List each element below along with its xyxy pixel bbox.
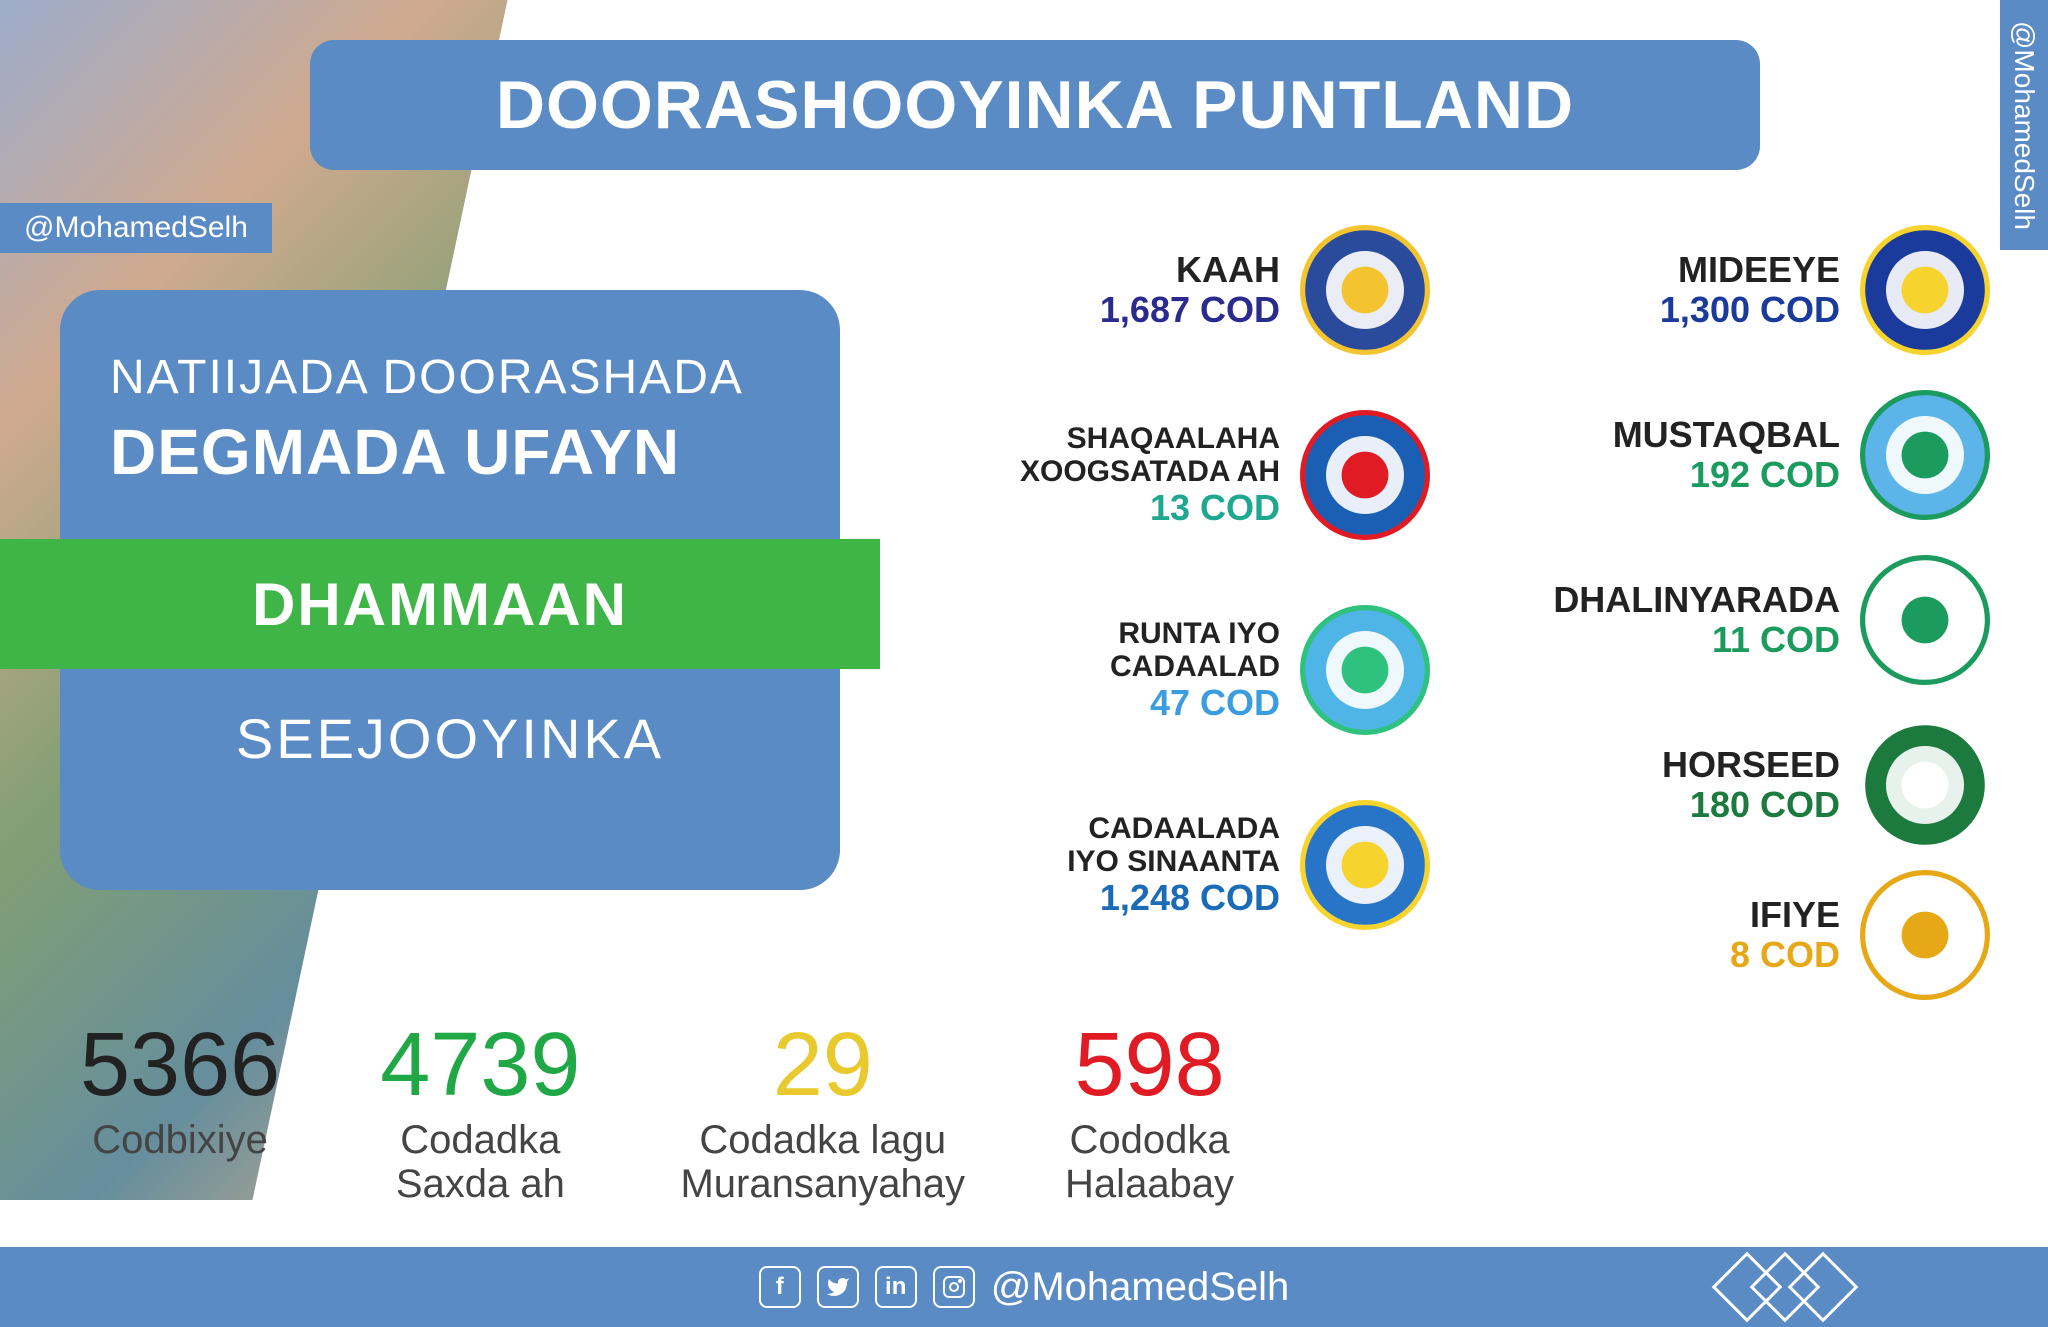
- subtitle-line2: DEGMADA UFAYN: [110, 415, 790, 489]
- stat-label: CododkaHalaabay: [1065, 1118, 1234, 1206]
- party-text: HORSEED 180 COD: [1662, 745, 1840, 824]
- party-text: DHALINYARADA 11 COD: [1553, 580, 1840, 659]
- header-title: DOORASHOOYINKA PUNTLAND: [496, 66, 1574, 144]
- party-result: RUNTA IYOCADAALAD 47 COD: [870, 605, 1430, 735]
- party-name: SHAQAALAHAXOOGSATADA AH: [1020, 422, 1280, 488]
- party-votes: 180 COD: [1662, 785, 1840, 825]
- stat-number: 29: [680, 1020, 965, 1110]
- header-banner: DOORASHOOYINKA PUNTLAND: [310, 40, 1760, 170]
- party-result: SHAQAALAHAXOOGSATADA AH 13 COD: [870, 410, 1430, 540]
- green-bar: DHAMMAAN: [0, 539, 880, 669]
- party-name: HORSEED: [1662, 745, 1840, 785]
- party-logo: [1300, 800, 1430, 930]
- green-bar-text: DHAMMAAN: [252, 570, 628, 639]
- party-logo: [1300, 410, 1430, 540]
- party-logo: [1300, 225, 1430, 355]
- party-votes: 192 COD: [1613, 455, 1840, 495]
- footer-bar: f in @MohamedSelh: [0, 1247, 2048, 1327]
- party-logo: [1860, 390, 1990, 520]
- party-result: DHALINYARADA 11 COD: [1430, 555, 1990, 685]
- party-name: RUNTA IYOCADAALAD: [1110, 617, 1280, 683]
- party-votes: 1,300 COD: [1660, 290, 1840, 330]
- side-handle-left: @MohamedSelh: [0, 203, 272, 253]
- party-name: CADAALADAIYO SINAANTA: [1067, 812, 1280, 878]
- stat-block: 4739 CodadkaSaxda ah: [380, 1020, 580, 1206]
- party-name: MIDEEYE: [1660, 250, 1840, 290]
- party-votes: 11 COD: [1553, 620, 1840, 660]
- party-name: DHALINYARADA: [1553, 580, 1840, 620]
- party-votes: 13 COD: [1020, 488, 1280, 528]
- side-handle-right: @MohamedSelh: [2000, 0, 2048, 250]
- party-name: MUSTAQBAL: [1613, 415, 1840, 455]
- party-votes: 8 COD: [1730, 935, 1840, 975]
- party-text: CADAALADAIYO SINAANTA 1,248 COD: [1067, 812, 1280, 918]
- party-result: KAAH 1,687 COD: [870, 225, 1430, 355]
- party-text: KAAH 1,687 COD: [1100, 250, 1280, 329]
- party-result: IFIYE 8 COD: [1430, 870, 1990, 1000]
- stat-label: CodadkaSaxda ah: [380, 1118, 580, 1206]
- stat-block: 5366 Codbixiye: [80, 1020, 280, 1206]
- party-result: MIDEEYE 1,300 COD: [1430, 225, 1990, 355]
- party-logo: [1860, 225, 1990, 355]
- stat-label: Codadka laguMuransanyahay: [680, 1118, 965, 1206]
- party-result: HORSEED 180 COD: [1430, 720, 1990, 850]
- facebook-icon: f: [759, 1266, 801, 1308]
- diamond-decoration: [1734, 1262, 1848, 1312]
- stat-label: Codbixiye: [80, 1118, 280, 1162]
- footer-handle: @MohamedSelh: [991, 1265, 1290, 1310]
- party-name: KAAH: [1100, 250, 1280, 290]
- party-votes: 1,687 COD: [1100, 290, 1280, 330]
- linkedin-icon: in: [875, 1266, 917, 1308]
- party-text: IFIYE 8 COD: [1730, 895, 1840, 974]
- party-logo: [1300, 605, 1430, 735]
- party-result: CADAALADAIYO SINAANTA 1,248 COD: [870, 800, 1430, 930]
- party-text: RUNTA IYOCADAALAD 47 COD: [1110, 617, 1280, 723]
- stat-number: 598: [1065, 1020, 1234, 1110]
- party-logo: [1860, 870, 1990, 1000]
- twitter-icon: [817, 1266, 859, 1308]
- party-text: SHAQAALAHAXOOGSATADA AH 13 COD: [1020, 422, 1280, 528]
- stats-row: 5366 Codbixiye 4739 CodadkaSaxda ah 29 C…: [80, 1020, 1960, 1206]
- party-text: MIDEEYE 1,300 COD: [1660, 250, 1840, 329]
- party-logo: [1860, 720, 1990, 850]
- party-votes: 47 COD: [1110, 683, 1280, 723]
- party-text: MUSTAQBAL 192 COD: [1613, 415, 1840, 494]
- party-result: MUSTAQBAL 192 COD: [1430, 390, 1990, 520]
- instagram-icon: [933, 1266, 975, 1308]
- party-logo: [1860, 555, 1990, 685]
- stat-number: 5366: [80, 1020, 280, 1110]
- party-votes: 1,248 COD: [1067, 878, 1280, 918]
- subtitle-line1: NATIIJADA DOORASHADA: [110, 350, 790, 405]
- below-green-text: SEEJOOYINKA: [60, 706, 840, 771]
- stat-number: 4739: [380, 1020, 580, 1110]
- stat-block: 29 Codadka laguMuransanyahay: [680, 1020, 965, 1206]
- stat-block: 598 CododkaHalaabay: [1065, 1020, 1234, 1206]
- party-name: IFIYE: [1730, 895, 1840, 935]
